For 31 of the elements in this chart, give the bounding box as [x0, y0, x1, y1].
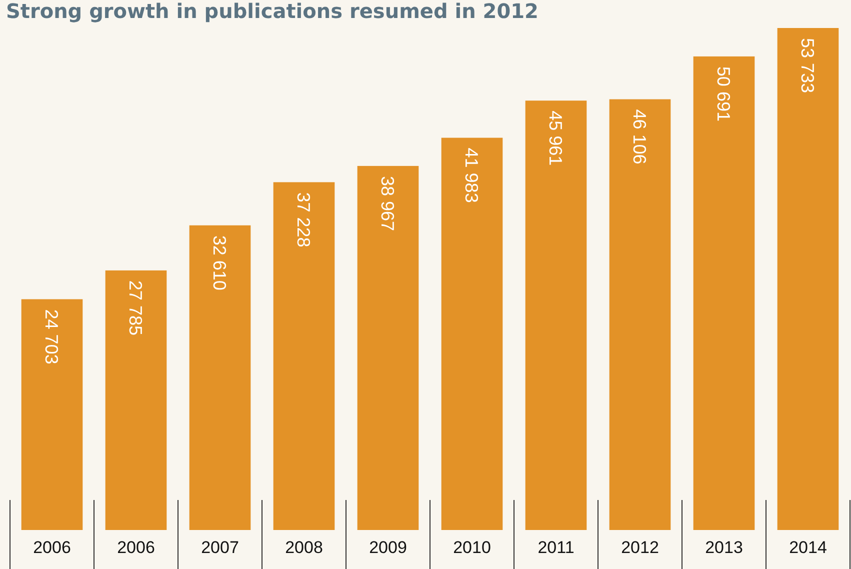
bar: [357, 166, 419, 530]
x-tick-label: 2007: [201, 538, 239, 557]
bar: [609, 99, 671, 530]
data-label: 37 228: [294, 192, 314, 248]
bar: [189, 225, 251, 530]
x-tick-label: 2009: [369, 538, 407, 557]
x-tick-label: 2006: [117, 538, 155, 557]
bar: [273, 182, 335, 530]
data-label: 45 961: [546, 110, 566, 166]
data-label: 41 983: [462, 148, 482, 203]
x-tick-label: 2012: [621, 538, 659, 557]
x-tick-label: 2006: [33, 538, 71, 557]
data-label: 53 733: [798, 38, 818, 94]
x-tick-label: 2013: [705, 538, 743, 557]
data-label: 27 785: [126, 280, 146, 336]
bar: [693, 56, 755, 530]
x-tick-label: 2011: [538, 538, 574, 557]
data-label: 38 967: [378, 176, 398, 232]
x-tick-label: 2008: [285, 538, 323, 557]
data-label: 46 106: [630, 109, 650, 164]
bar: [525, 100, 587, 530]
data-label: 50 691: [714, 66, 734, 122]
x-tick-label: 2010: [453, 538, 491, 557]
bar: [777, 28, 839, 530]
x-tick-label: 2014: [789, 538, 827, 557]
data-label: 32 610: [210, 235, 230, 290]
bar: [105, 270, 167, 530]
bar: [441, 138, 503, 530]
data-label: 24 703: [42, 309, 62, 364]
chart-title: Strong growth in publications resumed in 2012: [6, 0, 538, 23]
bar: [21, 299, 83, 530]
